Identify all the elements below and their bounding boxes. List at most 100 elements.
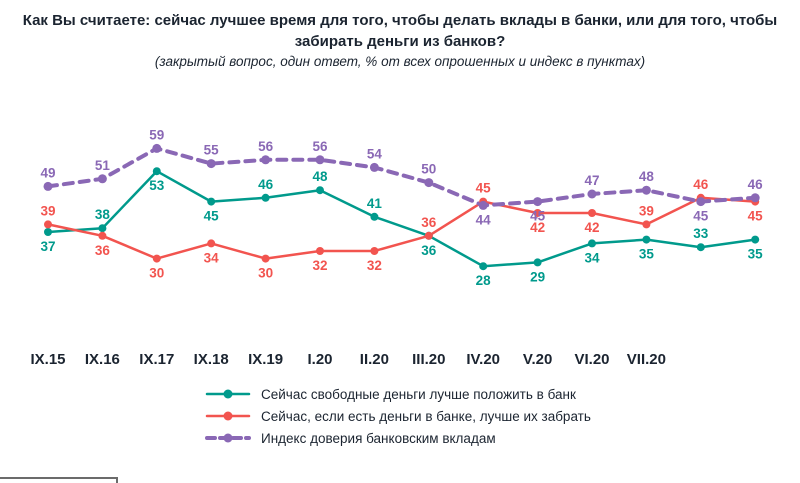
legend-label-trust-index: Индекс доверия банковским вкладам <box>261 430 496 446</box>
data-label-series-2: 51 <box>95 158 111 173</box>
data-label-series-2: 56 <box>312 139 328 154</box>
x-axis-label: V.20 <box>523 351 552 368</box>
data-label-series-0: 37 <box>40 239 55 254</box>
data-point-series-0 <box>207 197 216 206</box>
data-point-series-2 <box>152 143 162 153</box>
data-point-series-0 <box>751 235 760 244</box>
data-label-series-0: 46 <box>258 177 274 192</box>
x-axis-label: VI.20 <box>574 351 609 368</box>
data-point-series-1 <box>370 247 379 255</box>
data-label-series-1: 42 <box>530 220 545 235</box>
data-label-series-1: 42 <box>584 220 599 235</box>
data-point-series-1 <box>316 247 324 255</box>
data-label-series-2: 55 <box>204 143 220 158</box>
x-axis-label: IX.16 <box>85 351 120 368</box>
data-label-series-0: 35 <box>748 247 764 262</box>
data-point-series-2 <box>587 189 597 199</box>
data-point-series-0 <box>98 224 107 233</box>
data-point-series-2 <box>641 185 651 195</box>
chart-title-line-2: забирать деньги из банков? <box>294 33 506 50</box>
data-point-series-0 <box>316 186 324 195</box>
data-label-series-2: 45 <box>693 209 709 224</box>
data-point-series-2 <box>696 197 706 207</box>
data-point-series-0 <box>642 235 651 244</box>
data-point-series-2 <box>369 162 379 172</box>
data-label-series-1: 32 <box>312 258 327 273</box>
data-label-series-1: 30 <box>258 266 273 281</box>
data-point-series-1 <box>642 220 651 229</box>
data-point-series-0 <box>152 167 161 176</box>
data-label-series-1: 45 <box>748 209 764 224</box>
data-point-series-2 <box>424 178 434 188</box>
data-label-series-2: 47 <box>584 173 599 188</box>
data-label-series-1: 32 <box>367 258 382 273</box>
data-label-series-0: 34 <box>584 250 600 265</box>
series-line-2 <box>46 146 758 208</box>
x-axis-label: I.20 <box>307 351 332 368</box>
data-point-series-0 <box>533 258 542 267</box>
data-label-series-0: 29 <box>530 269 545 284</box>
data-label-series-2: 49 <box>40 165 55 180</box>
data-label-series-1: 34 <box>204 250 220 265</box>
data-point-series-2 <box>43 181 53 191</box>
legend-item-deposit: Сейчас свободные деньги лучше положить в… <box>205 383 800 405</box>
data-label-series-0: 33 <box>693 226 709 241</box>
data-point-series-0 <box>370 212 379 221</box>
data-label-series-1: 36 <box>95 243 111 258</box>
data-point-series-0 <box>44 228 52 236</box>
data-label-series-2: 56 <box>258 139 274 154</box>
data-label-series-1: 30 <box>149 266 164 281</box>
data-point-series-0 <box>479 262 488 271</box>
cropped-table-top-border <box>0 477 118 483</box>
data-point-series-0 <box>696 243 705 252</box>
chart-legend: Сейчас свободные деньги лучше положить в… <box>205 383 800 449</box>
data-label-series-0: 38 <box>95 207 111 222</box>
data-point-series-1 <box>207 239 216 248</box>
x-axis-label: IX.18 <box>194 351 229 368</box>
legend-label-deposit: Сейчас свободные деньги лучше положить в… <box>261 386 576 402</box>
red-line-swatch <box>205 411 251 421</box>
legend-label-withdraw: Сейчас, если есть деньги в банке, лучше … <box>261 408 591 424</box>
data-label-series-2: 54 <box>367 146 383 161</box>
data-label-series-0: 45 <box>204 209 220 224</box>
data-point-series-1 <box>424 231 433 240</box>
chart-subtitle: (закрытый вопрос, один ответ, % от всех … <box>154 54 646 69</box>
x-axis-label: VII.20 <box>627 351 666 368</box>
data-label-series-2: 48 <box>639 169 655 184</box>
legend-item-trust-index: Индекс доверия банковским вкладам <box>205 427 800 449</box>
legend-item-withdraw: Сейчас, если есть деньги в банке, лучше … <box>205 405 800 427</box>
x-axis-label: IV.20 <box>466 351 500 368</box>
purple-dashed-line-swatch <box>205 433 251 443</box>
data-point-series-2 <box>315 155 325 165</box>
data-point-series-2 <box>97 174 107 184</box>
data-point-series-1 <box>261 254 270 263</box>
chart-title: Как Вы считаете: сейчас лучшее время для… <box>0 10 800 52</box>
data-label-series-0: 48 <box>312 169 328 184</box>
data-label-series-2: 46 <box>748 177 764 192</box>
data-label-series-1: 36 <box>421 215 437 230</box>
x-axis-label: IX.15 <box>30 351 65 368</box>
data-point-series-2 <box>533 197 543 207</box>
data-label-series-1: 39 <box>40 203 55 218</box>
data-label-series-0: 35 <box>639 247 655 262</box>
data-point-series-1 <box>152 254 161 263</box>
series-line-0 <box>46 169 757 268</box>
series-line-1 <box>46 196 757 260</box>
data-point-series-0 <box>588 239 596 248</box>
data-label-series-2: 44 <box>476 212 492 227</box>
data-point-series-2 <box>261 155 271 165</box>
data-label-series-0: 41 <box>367 196 383 211</box>
data-point-series-2 <box>750 193 760 203</box>
chart-title-line-1: Как Вы считаете: сейчас лучшее время для… <box>22 12 778 29</box>
data-point-series-1 <box>44 220 52 229</box>
x-axis-label: IX.19 <box>248 351 283 368</box>
data-point-series-1 <box>533 209 542 217</box>
data-point-series-2 <box>206 159 216 169</box>
data-label-series-0: 28 <box>476 273 492 288</box>
x-axis-label: IX.17 <box>139 351 174 368</box>
bank-deposit-trust-line-chart: 37 38 53 45 46 48 41 36 28 29 34 35 33 35 39 36 30 34 30 32… <box>30 127 764 368</box>
data-point-series-0 <box>261 193 270 202</box>
data-label-series-2: 45 <box>530 209 546 224</box>
teal-line-swatch <box>205 389 251 399</box>
data-point-series-1 <box>588 209 596 217</box>
